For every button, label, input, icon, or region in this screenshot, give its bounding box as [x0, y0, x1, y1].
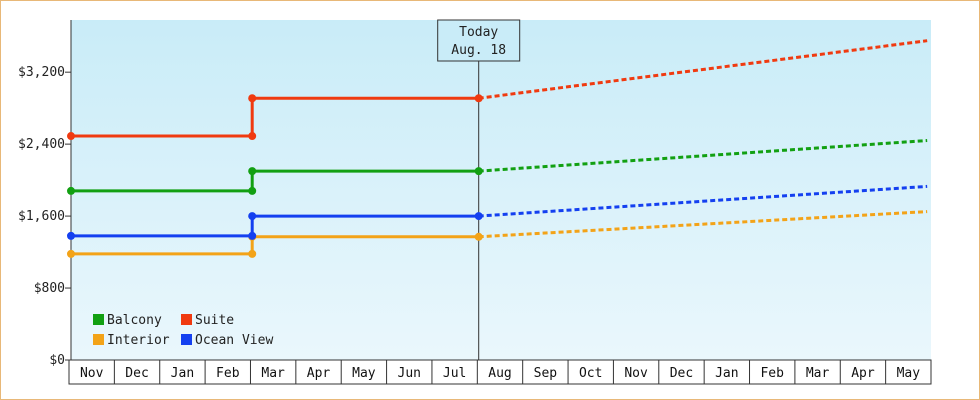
today-label-box [437, 19, 521, 62]
y-tick-label: $800 [34, 281, 65, 296]
x-tick-label: Mar [261, 366, 285, 381]
y-axis: $0 $800 $1,600 $2,400 $3,200 [18, 20, 72, 368]
x-tick-label: Oct [579, 366, 602, 381]
interior-history-line [71, 235, 479, 256]
suite-point [248, 132, 257, 141]
x-axis-box [68, 359, 932, 385]
legend-swatch-suite [181, 314, 192, 325]
legend-label-interior: Interior [107, 333, 170, 348]
balcony-point [67, 186, 75, 195]
x-tick-label: May [897, 366, 921, 381]
x-tick-label: Jan [171, 366, 194, 381]
balcony-point [474, 167, 483, 176]
x-tick-label: Apr [851, 366, 875, 381]
legend-label-balcony: Balcony [107, 313, 162, 328]
today-label: Today [459, 25, 498, 40]
suite-point [248, 94, 257, 103]
series-group [67, 39, 928, 258]
x-tick-label: Sep [534, 366, 558, 381]
suite-point [474, 94, 483, 103]
y-tick-label: $3,200 [18, 65, 65, 80]
x-tick-label: Dec [670, 366, 693, 381]
x-tick-label: May [352, 366, 376, 381]
x-tick-label: Jun [398, 366, 421, 381]
interior-point [248, 249, 257, 258]
balcony-history-line [71, 169, 479, 193]
y-tick-label: $2,400 [18, 137, 65, 152]
today-marker: Today Aug. 18 [437, 19, 521, 360]
ocean-view-point [67, 231, 75, 240]
y-tick-label: $0 [49, 353, 65, 368]
x-tick-label: Nov [624, 366, 648, 381]
ocean-view-forecast-line [478, 184, 928, 218]
suite-forecast-line [478, 39, 928, 100]
legend-label-suite: Suite [195, 313, 234, 328]
legend-label-ocean-view: Ocean View [195, 333, 273, 348]
legend-swatch-balcony [93, 314, 104, 325]
interior-point [474, 232, 483, 241]
legend-swatch-ocean-view [181, 334, 192, 345]
ocean-view-history-line [71, 214, 479, 238]
today-date: Aug. 18 [451, 43, 506, 58]
x-tick-label: Jan [715, 366, 738, 381]
suite-point [67, 132, 75, 141]
legend-swatch-interior [93, 334, 104, 345]
x-tick-label: Aug [488, 366, 511, 381]
x-axis: Nov Dec Jan Feb Mar Apr May Jun Jul Aug Sep Oct Nov D… [68, 359, 932, 385]
ocean-view-point [248, 231, 257, 240]
legend: Balcony Suite Interior Ocean View [93, 313, 273, 348]
x-tick-label: Apr [307, 366, 331, 381]
interior-point [67, 249, 75, 258]
ocean-view-point [474, 212, 483, 221]
interior-forecast-line [478, 210, 928, 239]
y-tick-label: $1,600 [18, 209, 65, 224]
x-tick-label: Mar [806, 366, 830, 381]
balcony-forecast-line [478, 139, 928, 173]
x-tick-label: Feb [760, 366, 784, 381]
x-tick-label: Nov [80, 366, 104, 381]
ocean-view-point [248, 212, 257, 221]
balcony-point [248, 167, 257, 176]
suite-history-line [71, 96, 479, 138]
x-tick-label: Jul [443, 366, 466, 381]
x-tick-label: Dec [125, 366, 148, 381]
balcony-point [248, 186, 257, 195]
x-tick-label: Feb [216, 366, 240, 381]
